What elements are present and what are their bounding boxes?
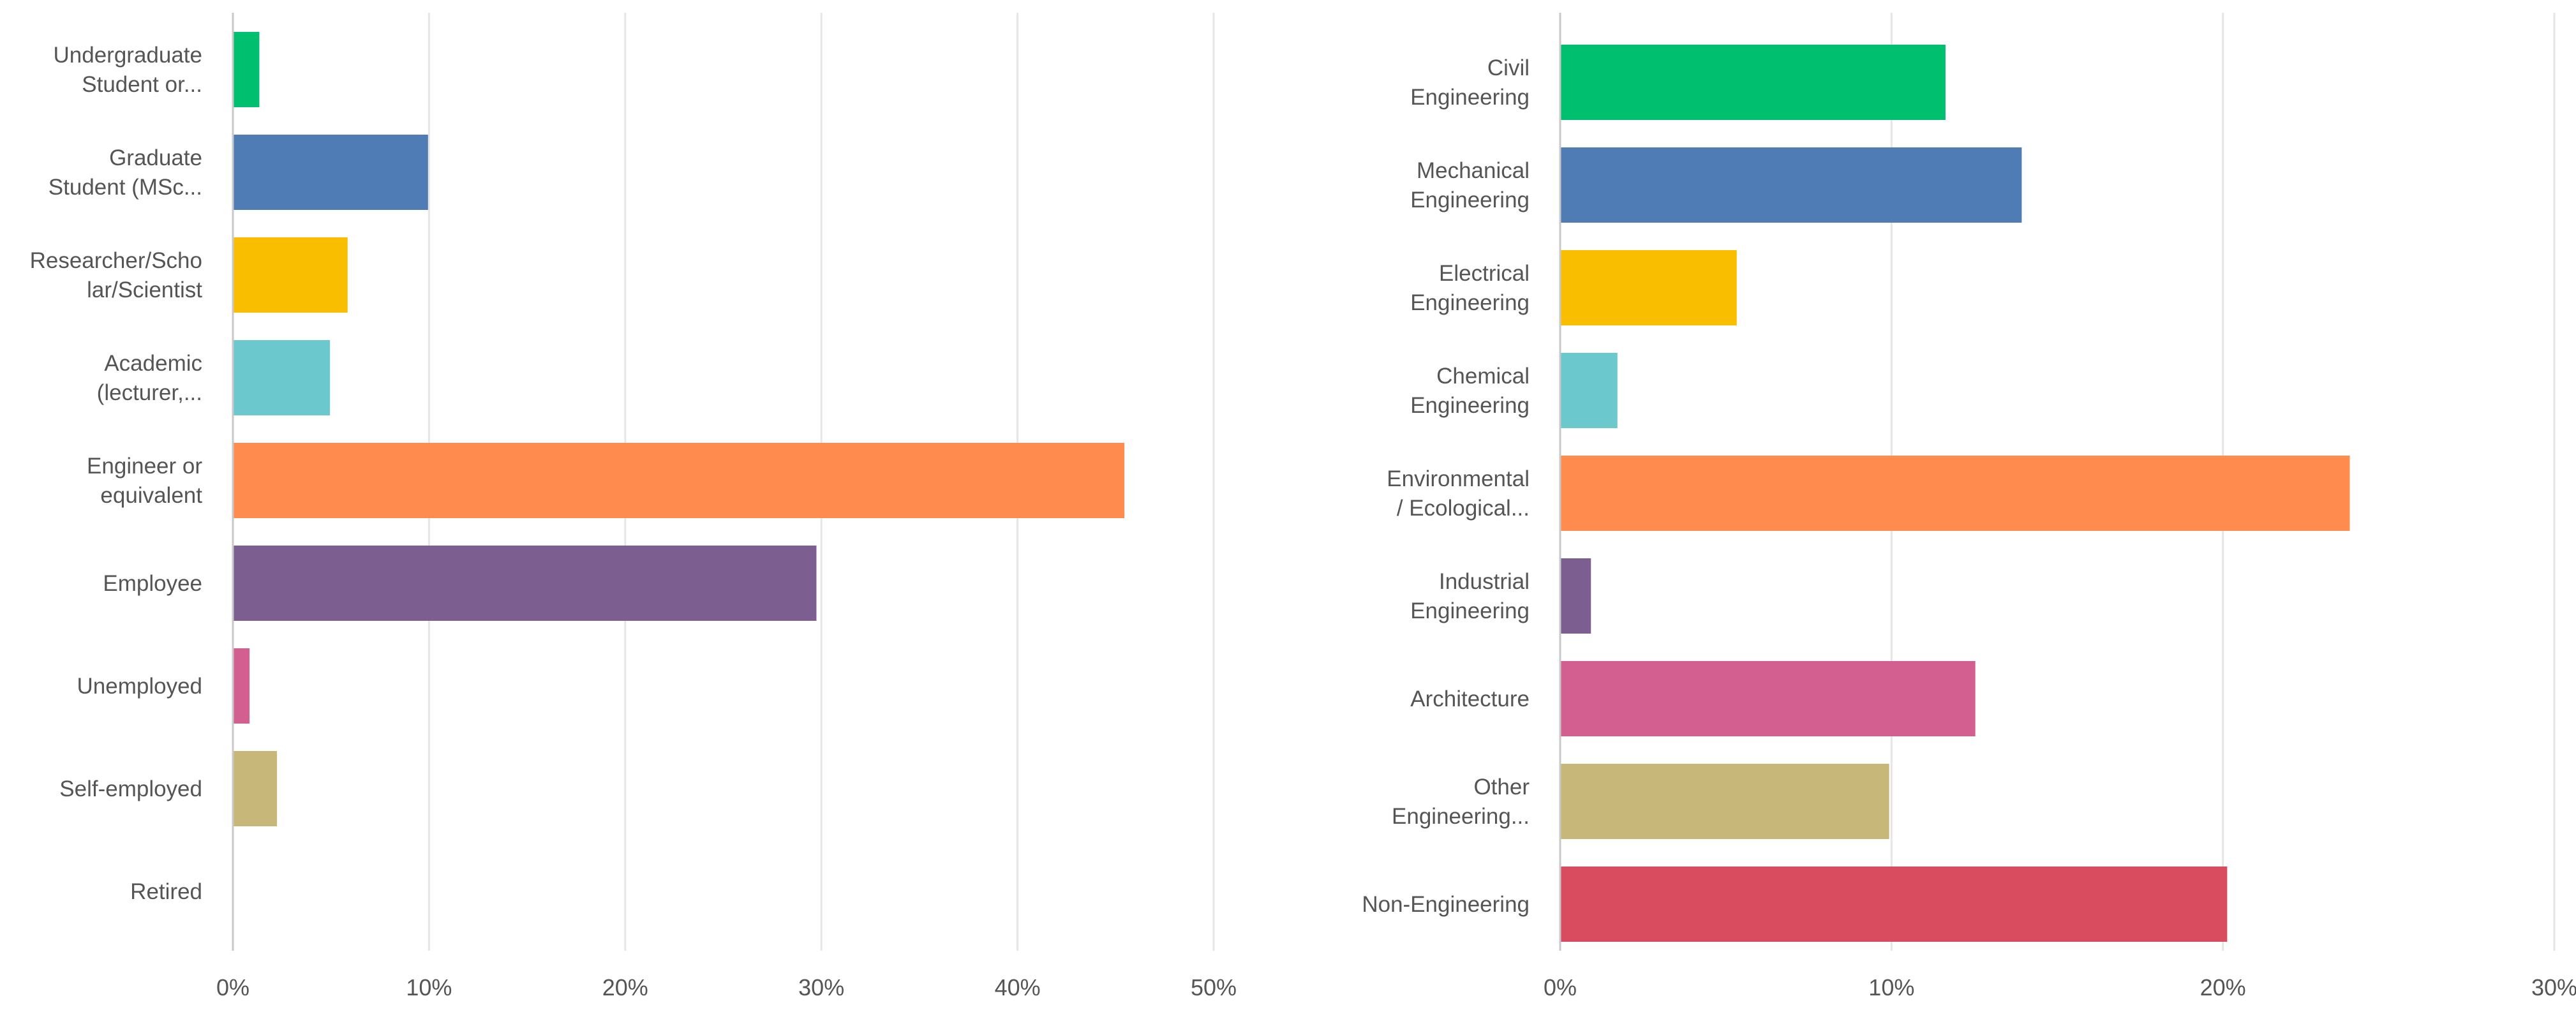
bar[interactable] [1561, 147, 2022, 223]
category-label: Engineering [1410, 599, 1530, 623]
tick-label: 30% [2531, 974, 2576, 1000]
category-label: Retired [130, 879, 202, 904]
bar[interactable] [234, 443, 1125, 518]
chart-engineering-field: 0% 10% 20% 30% Civil Engineering Mechanical Eng… [1362, 13, 2576, 1000]
bar[interactable] [1561, 45, 1946, 120]
bar[interactable] [234, 135, 428, 210]
category-label: Mechanical [1417, 158, 1530, 183]
category-label: Architecture [1410, 687, 1530, 711]
tick-label: 0% [216, 974, 249, 1000]
category-label: Engineering... [1392, 804, 1530, 829]
category-label: Civil [1487, 56, 1530, 80]
category-label: Undergraduate [54, 43, 203, 68]
tick-label: 50% [1191, 974, 1237, 1000]
category-label: Engineering [1410, 393, 1530, 418]
tick-label: 40% [995, 974, 1041, 1000]
bar[interactable] [1561, 867, 2228, 942]
category-label: Engineer or [87, 454, 202, 479]
tick-label: 20% [2200, 974, 2246, 1000]
category-label: Researcher/Scho [30, 248, 202, 273]
category-label: Engineering [1410, 188, 1530, 212]
tick-label: 0% [1544, 974, 1577, 1000]
bar[interactable] [1561, 353, 1618, 428]
chart-occupation: 0% 10% 20% 30% 40% 50% Undergraduate Student or… [30, 13, 1237, 1000]
tick-label: 30% [798, 974, 844, 1000]
bar[interactable] [234, 648, 250, 724]
category-label: Electrical [1439, 261, 1530, 286]
category-label: Academic [104, 351, 202, 376]
category-label: Engineering [1410, 85, 1530, 110]
category-label: Employee [103, 571, 202, 596]
bar[interactable] [234, 340, 331, 415]
category-label: equivalent [100, 483, 202, 508]
category-label: Engineering [1410, 290, 1530, 315]
bar[interactable] [1561, 558, 1591, 634]
category-label: Non-Engineering [1362, 892, 1530, 917]
tick-label: 20% [602, 974, 648, 1000]
tick-label: 10% [1868, 974, 1914, 1000]
category-label: Other [1473, 775, 1530, 800]
bar[interactable] [234, 751, 278, 826]
bar[interactable] [234, 237, 348, 313]
category-label: Student or... [82, 72, 202, 97]
bar[interactable] [1561, 764, 1889, 839]
category-label: Chemical [1436, 364, 1530, 389]
bar[interactable] [1561, 661, 1976, 736]
category-label: Unemployed [77, 674, 203, 699]
category-label: Self-employed [59, 777, 202, 801]
category-label: Student (MSc... [48, 175, 202, 200]
category-label: / Ecological... [1397, 496, 1530, 521]
category-label: Environmental [1387, 466, 1530, 491]
category-label: Industrial [1439, 569, 1530, 594]
bar[interactable] [234, 546, 817, 621]
category-label: lar/Scientist [87, 278, 202, 302]
bar[interactable] [1561, 250, 1737, 325]
category-label: (lecturer,... [97, 380, 202, 405]
bar[interactable] [1561, 456, 2350, 531]
category-label: Graduate [109, 145, 202, 170]
tick-label: 10% [406, 974, 452, 1000]
bar[interactable] [234, 32, 260, 107]
